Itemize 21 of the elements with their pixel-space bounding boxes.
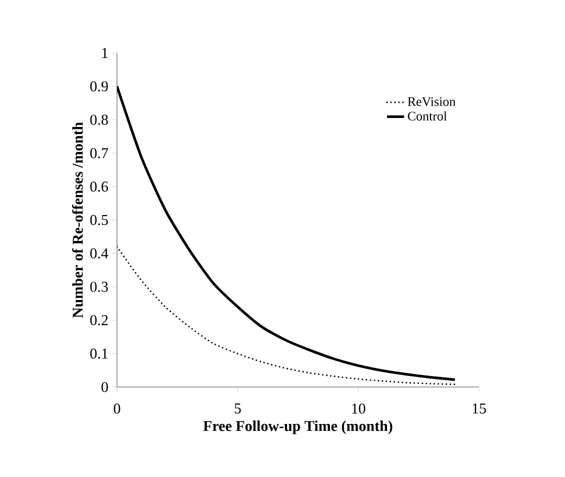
x-tick-label: 10 [352,404,366,414]
y-tick-label: 0.1 [90,348,108,359]
y-tick-label: 0.6 [90,182,108,192]
x-tick-label: 15 [472,404,486,414]
y-tick-label: 0.2 [90,315,108,326]
y-tick-label: 0.7 [90,148,108,158]
line-series [117,246,456,386]
x-axis-title: Free Follow-up Time (month) [203,420,392,434]
y-tick-label: 0.5 [90,214,108,226]
legend-label: Control [408,111,447,121]
legend-label: ReVision [408,97,456,106]
line-series [117,85,456,381]
y-tick-label: 0.3 [90,282,108,292]
y-axis-title: Number of Re-offenses /month [72,122,83,318]
y-tick-label: 1 [102,48,108,58]
y-tick-label: 0.8 [90,114,108,125]
y-tick-label: 0.9 [90,81,108,92]
y-tick-label: 0.4 [90,248,108,258]
y-tick-label: 0 [102,382,108,392]
x-tick-label: 0 [114,404,120,414]
x-tick-label: 5 [234,404,241,414]
